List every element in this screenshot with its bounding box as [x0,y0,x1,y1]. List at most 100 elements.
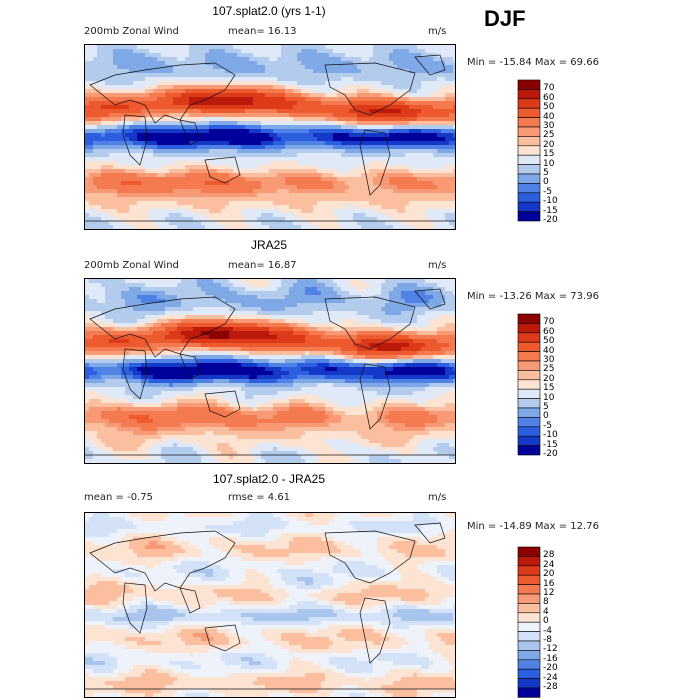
colorbar-level-label: 5 [543,168,549,178]
colorbar-level-label: 0 [543,616,549,627]
colorbar-level-label: 20 [543,139,555,150]
colorbar-level-label: 40 [543,345,555,356]
colorbar-swatches [517,313,541,456]
panel-2-contour-map [85,279,455,463]
colorbar-swatch [517,211,541,222]
panel-2-map [84,278,456,464]
panel-2-units: m/s [428,260,447,271]
colorbar-level-label: -20 [543,663,558,674]
colorbar-swatch [517,360,541,371]
panel-1-minmax: Min = -15.84 Max = 69.66 [467,57,599,68]
colorbar-level-label: 60 [543,92,555,103]
colorbar-level-label: -24 [543,672,558,683]
panel-1-field-label: 200mb Zonal Wind [84,26,179,37]
colorbar-level-label: 28 [543,550,555,561]
colorbar-swatch [517,687,541,698]
panel-1-mean: mean= 16.13 [228,26,297,37]
panel-3-title: 107.splat2.0 - JRA25 [212,472,326,486]
colorbar-swatches [517,546,541,698]
colorbar-swatch [517,98,541,109]
colorbar-level-label: 30 [543,121,555,131]
colorbar-level-label: 70 [543,317,555,328]
colorbar-swatch [517,192,541,203]
panel-3-minmax: Min = -14.89 Max = 12.76 [467,521,599,532]
colorbar-level-label: 25 [543,364,555,375]
colorbar-level-label: 10 [543,392,555,403]
colorbar-level-label: 0 [543,177,549,188]
colorbar-level-label: -12 [543,644,558,655]
colorbar-swatch [517,659,541,670]
colorbar-swatch [517,426,541,437]
colorbar-level-label: 16 [543,578,555,589]
colorbar-level-label: 15 [543,149,555,160]
colorbar-swatch [517,584,541,595]
colorbar-swatch [517,183,541,194]
colorbar-swatch [517,640,541,651]
colorbar-swatch [517,407,541,418]
panel-1-title: 107.splat2.0 (yrs 1-1) [212,4,326,18]
colorbar-swatch [517,668,541,679]
colorbar-swatch [517,164,541,175]
colorbar-level-label: 40 [543,111,555,122]
colorbar-level-label: 50 [543,336,555,347]
colorbar-swatch [517,603,541,614]
colorbar-swatch [517,201,541,212]
colorbar-swatch [517,621,541,632]
colorbar-level-label: 25 [543,130,555,141]
panel-1-units: m/s [428,26,447,37]
colorbar-swatch [517,631,541,642]
colorbar-level-label: -16 [543,653,558,664]
colorbar-level-label: -15 [543,205,558,216]
colorbar-level-label: -4 [543,625,552,636]
colorbar-swatch [517,313,541,324]
colorbar-swatch [517,154,541,165]
colorbar-level-label: -5 [543,186,552,197]
colorbar-swatch [517,556,541,567]
colorbar-swatch [517,136,541,147]
panel-2-field-label: 200mb Zonal Wind [84,260,179,271]
colorbar-swatch [517,89,541,100]
colorbar-swatch [517,546,541,557]
colorbar-level-label: 20 [543,569,555,580]
colorbar-level-label: -20 [543,215,558,225]
colorbar-swatch [517,126,541,137]
colorbar-swatch [517,107,541,118]
colorbar-swatch [517,650,541,661]
colorbar-level-label: -10 [543,196,558,207]
colorbar-swatch [517,370,541,381]
colorbar-level-label: 60 [543,326,555,337]
colorbar-level-label: 70 [543,83,555,94]
colorbar-level-label: 15 [543,383,555,394]
colorbar-swatch [517,323,541,334]
colorbar-level-label: 0 [543,411,549,422]
panel-3-map [84,512,456,698]
colorbar-swatch [517,341,541,352]
colorbar-swatch [517,351,541,362]
colorbar-level-label: 30 [543,355,555,365]
panel-2-title: JRA25 [250,238,288,252]
colorbar-swatch [517,145,541,156]
season-label: DJF [484,6,526,31]
colorbar-level-label: -28 [543,682,558,692]
colorbar-level-label: -20 [543,449,558,459]
colorbar-swatch [517,379,541,390]
colorbar-level-label: 10 [543,158,555,169]
colorbar-level-label: -8 [543,635,552,645]
colorbar-swatches [517,79,541,222]
colorbar-level-label: -10 [543,430,558,441]
panel-1-contour-map [85,45,455,229]
colorbar-swatch [517,117,541,128]
panel-2-mean: mean= 16.87 [228,260,297,271]
colorbar-level-label: 50 [543,102,555,113]
colorbar-swatch [517,612,541,623]
panel-3-contour-map [85,513,455,697]
colorbar-swatch [517,445,541,456]
colorbar-swatch [517,79,541,90]
panel-3-mean: mean = -0.75 [84,492,153,503]
panel-2-minmax: Min = -13.26 Max = 73.96 [467,291,599,302]
colorbar-swatch [517,574,541,585]
colorbar-swatch [517,435,541,446]
colorbar-swatch [517,593,541,604]
colorbar-swatch [517,332,541,343]
colorbar-level-label: -5 [543,420,552,431]
